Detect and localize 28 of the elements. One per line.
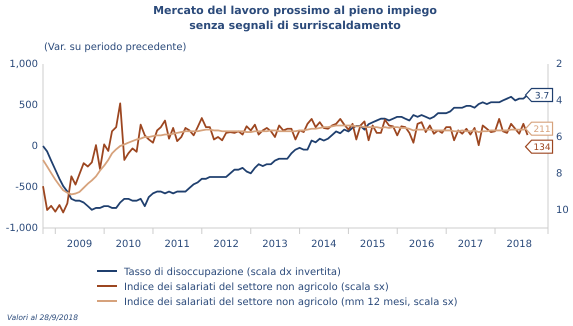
legend-label: Indice dei salariati del settore non agricolo (mm 12 mesi, scala sx)	[124, 297, 458, 308]
y-tick-label: -1,000	[6, 223, 38, 234]
legend-label: Indice dei salariati del settore non agricolo (scala sx)	[124, 282, 389, 293]
data-label: 211	[533, 125, 551, 136]
y-tick-label: 500	[18, 100, 38, 112]
y2-tick-label: 8	[556, 168, 562, 180]
x-tick-label: 2013	[262, 239, 288, 250]
x-tick-label: 2011	[164, 239, 190, 250]
data-label: 134	[533, 143, 551, 154]
x-tick-label: 2012	[213, 239, 239, 250]
chart-subtitle: (Var. su periodo precedente)	[44, 42, 186, 53]
x-tick-label: 2016	[408, 239, 434, 250]
y2-tick-label: 4	[556, 96, 562, 107]
x-tick-label: 2015	[360, 239, 386, 250]
y2-tick-label: 2	[556, 59, 562, 70]
y2-tick-label: 10	[556, 204, 569, 216]
x-tick-label: 2017	[458, 239, 484, 250]
y-tick-label: 1,000	[9, 59, 38, 70]
data-label: 3.7	[534, 91, 550, 102]
x-tick-label: 2014	[311, 239, 337, 250]
legend-label: Tasso di disoccupazione (scala dx invertita)	[123, 267, 341, 278]
x-tick-label: 2018	[506, 239, 532, 250]
chart-title: Mercato del lavoro prossimo al pieno impiego senza segnali di surriscaldamento	[153, 4, 438, 32]
y-tick-label: -500	[15, 182, 38, 194]
y-tick-label: 0	[32, 141, 38, 152]
x-tick-label: 2010	[116, 239, 142, 250]
y2-tick-label: 6	[556, 132, 562, 144]
x-tick-label: 2009	[66, 239, 92, 250]
